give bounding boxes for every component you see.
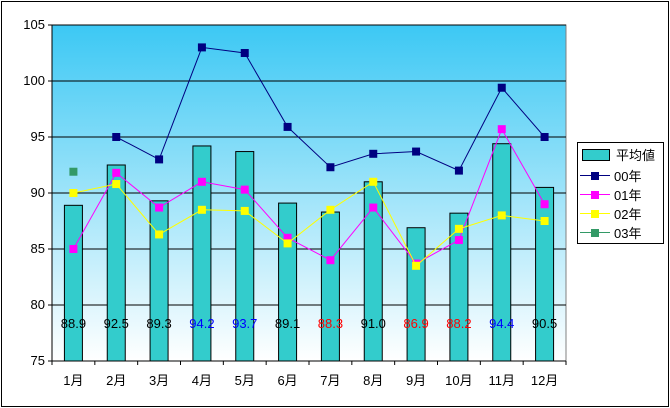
data-point: [155, 203, 164, 212]
data-point: [112, 180, 121, 189]
data-point: [112, 168, 121, 177]
data-point: [369, 149, 378, 158]
bar: [320, 211, 340, 362]
data-point: [412, 261, 421, 270]
legend-label: 03年: [614, 226, 642, 241]
data-point: [497, 83, 506, 92]
bar: [406, 227, 426, 362]
x-tick-label: 11月: [489, 373, 516, 388]
y-tick-label: 75: [31, 353, 45, 368]
data-point: [540, 200, 549, 209]
x-tick-label: 10月: [445, 373, 472, 388]
data-point: [69, 189, 78, 197]
data-point: [69, 245, 78, 253]
bar-value-label: 89.3: [146, 316, 171, 331]
series-line: [72, 127, 546, 265]
legend-label: 02年: [614, 207, 642, 222]
x-tick-label: 6月: [277, 373, 297, 388]
y-tick-label: 95: [31, 129, 45, 144]
y-tick-label: 105: [23, 17, 45, 32]
bar: [149, 200, 169, 362]
data-point: [454, 166, 463, 175]
data-point: [283, 233, 292, 242]
legend-item-01: 01年: [578, 185, 663, 204]
data-point: [326, 205, 335, 214]
data-point: [197, 43, 206, 52]
data-point: [240, 49, 249, 57]
y-tick-label: 85: [31, 241, 45, 256]
y-tick-label: 100: [23, 73, 45, 88]
x-tick-label: 1月: [63, 373, 83, 388]
data-point: [454, 224, 463, 233]
data-point: [412, 147, 421, 156]
bar-value-label: 88.9: [61, 316, 86, 331]
data-point: [197, 205, 206, 214]
bar-value-label: 91.0: [361, 316, 386, 331]
legend-item-average: 平均値: [578, 143, 663, 166]
x-tick-label: 9月: [406, 373, 426, 388]
legend-label: 01年: [614, 188, 642, 203]
bar-value-label: 88.2: [446, 316, 471, 331]
bar: [106, 164, 126, 362]
data-point: [497, 211, 506, 220]
y-tick-label: 80: [31, 297, 45, 312]
bar-value-label: 86.9: [403, 316, 428, 331]
data-point: [369, 177, 378, 186]
data-point: [497, 125, 506, 134]
data-point: [369, 203, 378, 212]
x-tick-label: 12月: [531, 373, 558, 388]
bar-value-label: 88.3: [318, 316, 343, 331]
data-point: [155, 230, 164, 239]
data-point: [240, 206, 249, 215]
x-tick-label: 3月: [149, 373, 169, 388]
legend-swatch-00: [580, 169, 610, 183]
bar-value-label: 89.1: [275, 316, 300, 331]
data-point: [326, 256, 335, 265]
legend-label: 00年: [614, 169, 642, 184]
bar-value-label: 94.4: [489, 316, 514, 331]
data-point: [540, 217, 549, 225]
x-tick-label: 4月: [192, 373, 212, 388]
data-point: [112, 133, 121, 141]
bar-value-label: 92.5: [104, 316, 129, 331]
data-point: [155, 155, 164, 164]
bar: [449, 212, 469, 362]
data-point: [454, 236, 463, 245]
data-point: [326, 163, 335, 172]
legend: 平均値 00年 01年 02年 03年: [577, 142, 664, 244]
legend-swatch-03: [580, 226, 610, 240]
data-point: [283, 239, 292, 248]
legend-label: 平均値: [616, 148, 656, 163]
data-point: [540, 133, 549, 141]
x-tick-label: 2月: [106, 373, 126, 388]
x-tick-label: 7月: [320, 373, 340, 388]
data-point: [69, 167, 78, 176]
bar-value-label: 90.5: [532, 316, 557, 331]
data-point: [197, 177, 206, 186]
data-point: [240, 185, 249, 194]
series-line: [73, 181, 545, 267]
legend-swatch-02: [580, 207, 610, 221]
bar: [278, 202, 298, 362]
bar: [63, 204, 83, 362]
x-tick-label: 8月: [363, 373, 383, 388]
legend-item-00: 00年: [578, 166, 663, 185]
bar: [535, 186, 555, 362]
legend-item-02: 02年: [578, 204, 663, 223]
legend-swatch-01: [580, 188, 610, 202]
legend-item-03: 03年: [578, 223, 663, 242]
data-point: [283, 122, 292, 131]
bar-value-label: 94.2: [189, 316, 214, 331]
bar-value-label: 93.7: [232, 316, 257, 331]
x-tick-label: 5月: [235, 373, 255, 388]
legend-swatch-average: [582, 148, 610, 161]
y-tick-label: 90: [31, 185, 45, 200]
